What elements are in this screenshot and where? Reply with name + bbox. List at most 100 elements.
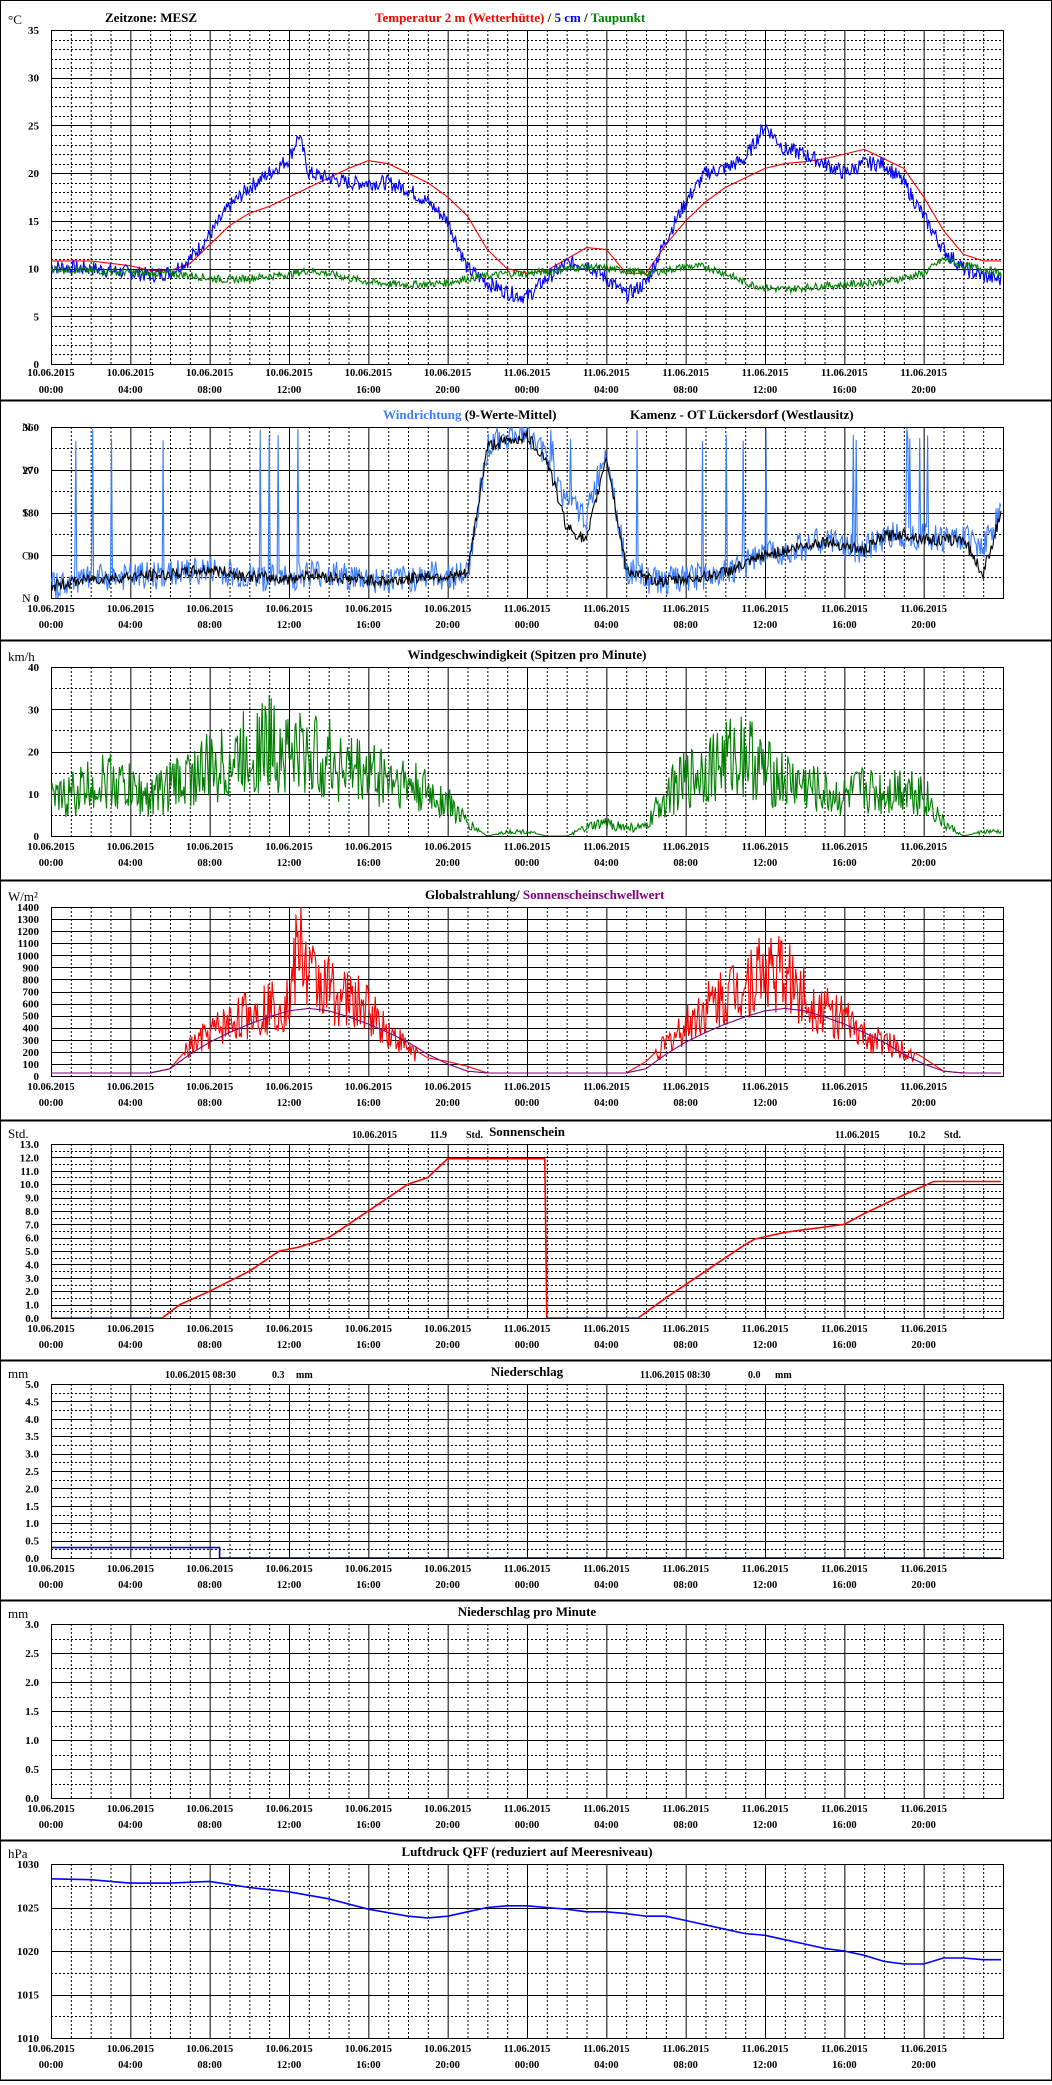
unit-label: hPa (8, 1846, 28, 1861)
title-part: Windrichtung (383, 407, 462, 422)
x-tick-date: 11.06.2015 (504, 842, 551, 853)
day2-value: 10.2 (908, 1130, 926, 1141)
x-tick-time: 04:00 (118, 2060, 143, 2071)
y-tick-label: 5.0 (25, 1246, 39, 1258)
x-tick-time: 00:00 (39, 385, 64, 396)
day2-unit: Std. (944, 1130, 961, 1141)
x-tick-date: 10.06.2015 (345, 1082, 392, 1093)
chart-title: Windgeschwindigkeit (Spitzen pro Minute) (408, 647, 647, 662)
y-tick-label: 400 (23, 1023, 40, 1035)
grid (51, 30, 1004, 365)
x-tick-time: 20:00 (435, 1340, 460, 1351)
unit-label: Std. (8, 1126, 29, 1141)
x-tick-time: 16:00 (832, 858, 857, 869)
y-tick-label: 1200 (17, 926, 40, 938)
x-tick-time: 08:00 (197, 620, 222, 631)
x-tick-time: 04:00 (594, 1340, 619, 1351)
x-tick-time: 20:00 (435, 620, 460, 631)
x-tick-time: 20:00 (911, 620, 936, 631)
x-tick-date: 10.06.2015 (424, 604, 471, 615)
x-tick-time: 08:00 (197, 858, 222, 869)
station-label: Kamenz - OT Lückersdorf (Westlausitz) (630, 407, 854, 422)
unit-label: °C (8, 12, 22, 27)
y-tick-label: 4.5 (25, 1396, 39, 1408)
title-part: / (581, 10, 591, 25)
y-tick-label: 200 (23, 1047, 40, 1059)
chart-title: Sonnenschein (489, 1124, 566, 1139)
y-tick-label: 5 (34, 311, 40, 323)
x-tick-date: 11.06.2015 (742, 368, 789, 379)
x-tick-date: 10.06.2015 (107, 1804, 154, 1815)
x-tick-time: 12:00 (753, 620, 778, 631)
series-winddir-1 (51, 431, 1001, 591)
title-part: / (544, 10, 554, 25)
series-line (51, 258, 1001, 293)
x-tick-time: 08:00 (197, 1340, 222, 1351)
x-tick-date: 11.06.2015 (742, 842, 789, 853)
x-tick-date: 11.06.2015 (583, 1804, 630, 1815)
x-tick-time: 12:00 (277, 1820, 302, 1831)
y-tick-label: 4.0 (25, 1259, 39, 1271)
x-tick-date: 11.06.2015 (821, 1804, 868, 1815)
y-tick-label: 2.0 (25, 1677, 39, 1689)
x-tick-time: 16:00 (356, 620, 381, 631)
x-tick-time: 16:00 (832, 385, 857, 396)
x-tick-time: 08:00 (673, 620, 698, 631)
x-tick-date: 11.06.2015 (583, 1324, 630, 1335)
x-tick-date: 11.06.2015 (662, 368, 709, 379)
y-tick-label: 1.0 (25, 1518, 39, 1530)
unit-label: mm (8, 1606, 28, 1621)
x-tick-time: 16:00 (356, 858, 381, 869)
x-tick-time: 16:00 (832, 1098, 857, 1109)
x-tick-date: 11.06.2015 (821, 368, 868, 379)
day1-value: 11.9 (430, 1130, 447, 1141)
title-part: (9-Werte-Mittel) (462, 407, 557, 422)
x-tick-date: 11.06.2015 (742, 604, 789, 615)
compass-label: N (22, 420, 31, 434)
x-tick-time: 08:00 (197, 385, 222, 396)
x-tick-time: 16:00 (832, 620, 857, 631)
x-tick-date: 10.06.2015 (107, 1082, 154, 1093)
x-tick-date: 10.06.2015 (27, 842, 74, 853)
x-tick-time: 12:00 (753, 2060, 778, 2071)
series-line (51, 431, 1001, 591)
panel-sunshine: 0.01.02.03.04.05.06.07.08.09.010.011.012… (0, 1124, 1052, 1361)
grid (51, 1864, 1004, 2039)
x-tick-date: 11.06.2015 (821, 842, 868, 853)
x-tick-date: 11.06.2015 (583, 368, 630, 379)
x-tick-time: 20:00 (911, 1340, 936, 1351)
y-tick-label: 1000 (17, 950, 40, 962)
compass-label: W (22, 463, 34, 477)
title-part: Globalstrahlung/ (425, 887, 523, 902)
x-tick-date: 11.06.2015 (821, 1324, 868, 1335)
title-part: 5 cm (554, 10, 581, 25)
x-tick-time: 16:00 (356, 385, 381, 396)
grid (51, 1384, 1004, 1559)
series-winddir-0 (51, 427, 1001, 598)
y-tick-label: 1.5 (25, 1706, 39, 1718)
x-tick-time: 16:00 (832, 2060, 857, 2071)
y-tick-label: 11.0 (20, 1166, 39, 1178)
x-tick-date: 10.06.2015 (424, 842, 471, 853)
x-tick-date: 10.06.2015 (27, 1324, 74, 1335)
x-tick-time: 12:00 (277, 385, 302, 396)
x-tick-date: 10.06.2015 (186, 2044, 233, 2055)
y-tick-label: 1.5 (25, 1501, 39, 1513)
x-tick-time: 08:00 (197, 2060, 222, 2071)
y-tick-label: 3.5 (25, 1431, 39, 1443)
y-tick-label: 1025 (17, 1903, 40, 1915)
y-tick-label: 1.0 (25, 1735, 39, 1747)
y-tick-label: 1015 (17, 1990, 40, 2002)
x-tick-date: 10.06.2015 (345, 604, 392, 615)
x-tick-date: 11.06.2015 (504, 1082, 551, 1093)
y-tick-label: 300 (23, 1035, 40, 1047)
x-tick-time: 00:00 (39, 2060, 64, 2071)
x-tick-date: 10.06.2015 (345, 1804, 392, 1815)
x-tick-date: 11.06.2015 (583, 842, 630, 853)
x-tick-time: 12:00 (753, 1820, 778, 1831)
x-tick-date: 10.06.2015 (186, 1324, 233, 1335)
x-tick-time: 04:00 (118, 1820, 143, 1831)
grid (51, 667, 1004, 837)
